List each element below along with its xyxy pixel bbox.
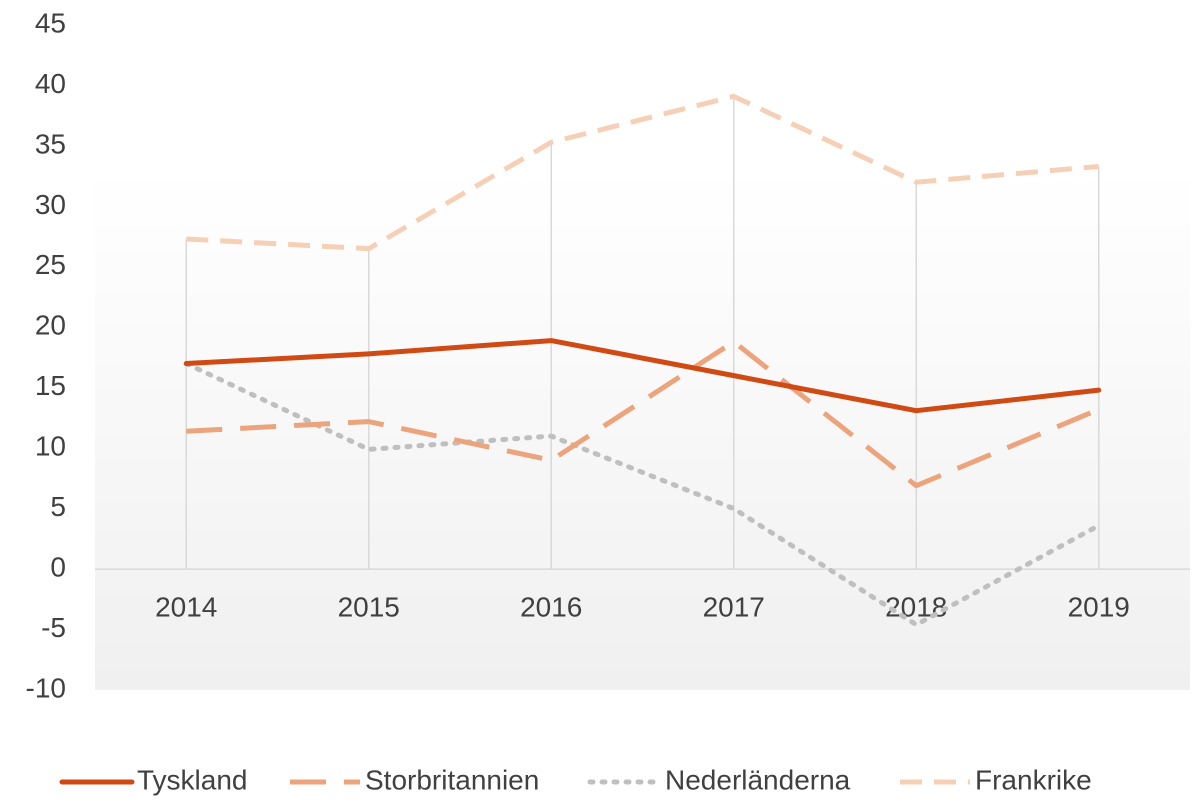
y-tick-label: 25 [35,249,66,280]
y-tick-label: 30 [35,189,66,220]
y-tick-label: 5 [50,491,66,522]
legend-label: Tyskland [137,764,248,795]
legend-label: Storbritannien [365,764,539,795]
y-tick-label: 40 [35,68,66,99]
x-tick-label: 2019 [1068,591,1130,622]
y-tick-label: 35 [35,128,66,159]
x-tick-label: 2018 [885,591,947,622]
y-tick-label: 0 [50,551,66,582]
x-tick-label: 2017 [703,591,765,622]
y-tick-label: -5 [41,612,66,643]
plot-background [95,170,1190,690]
x-tick-label: 2016 [520,591,582,622]
series-line [186,93,1099,252]
legend-label: Frankrike [975,764,1092,795]
y-tick-label: 15 [35,370,66,401]
y-tick-label: 45 [35,7,66,38]
legend-label: Nederländerna [665,764,851,795]
x-tick-label: 2014 [155,591,217,622]
y-tick-label: 20 [35,310,66,341]
series-line [183,361,1102,628]
y-tick-label: 10 [35,431,66,462]
series-line [183,338,1102,414]
y-tick-label: -10 [26,672,66,703]
x-tick-label: 2015 [338,591,400,622]
